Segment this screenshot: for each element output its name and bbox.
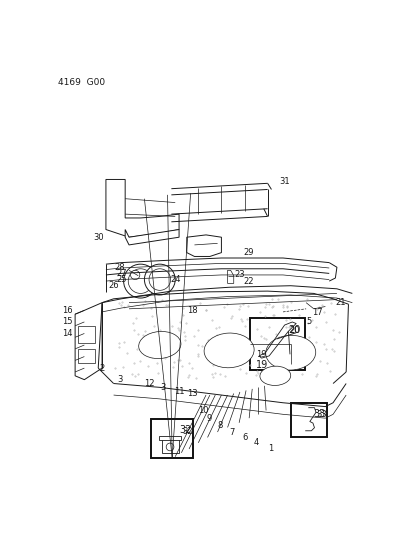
Circle shape — [144, 264, 175, 295]
Text: 3: 3 — [160, 383, 165, 392]
Text: 29: 29 — [243, 248, 253, 257]
Text: 33: 33 — [316, 410, 327, 419]
Text: 2: 2 — [100, 364, 105, 373]
Text: 17: 17 — [312, 308, 323, 317]
Text: 25: 25 — [116, 275, 127, 284]
Circle shape — [131, 270, 140, 280]
Bar — [78, 326, 95, 343]
Text: 28: 28 — [115, 263, 125, 272]
Text: 16: 16 — [62, 306, 73, 315]
Text: 4169  G00: 4169 G00 — [58, 78, 105, 87]
Circle shape — [124, 264, 157, 298]
Text: 14: 14 — [62, 329, 73, 338]
Polygon shape — [75, 303, 102, 379]
Bar — [159, 436, 181, 440]
Text: 5: 5 — [306, 318, 311, 326]
Text: 15: 15 — [62, 318, 73, 326]
Text: 26: 26 — [109, 281, 119, 290]
Text: 8: 8 — [217, 422, 223, 430]
Text: 10: 10 — [198, 406, 209, 415]
Bar — [250, 318, 305, 370]
Text: 23: 23 — [235, 270, 245, 279]
Text: 33: 33 — [313, 409, 325, 419]
Text: 19: 19 — [256, 360, 268, 370]
Text: 6: 6 — [242, 433, 248, 442]
Text: 9: 9 — [206, 414, 211, 423]
Circle shape — [149, 269, 171, 290]
Circle shape — [166, 443, 174, 451]
Polygon shape — [187, 235, 222, 256]
Text: 11: 11 — [174, 387, 184, 395]
Text: 4: 4 — [254, 438, 259, 447]
Ellipse shape — [139, 332, 181, 359]
Circle shape — [128, 269, 153, 294]
Text: 30: 30 — [93, 233, 104, 241]
Text: 22: 22 — [243, 277, 253, 286]
Text: 31: 31 — [279, 177, 290, 186]
Text: 19: 19 — [256, 350, 266, 359]
Text: 7: 7 — [229, 427, 235, 437]
Polygon shape — [228, 270, 234, 284]
Text: 32: 32 — [180, 425, 192, 435]
Ellipse shape — [266, 335, 316, 370]
Text: 24: 24 — [171, 275, 181, 284]
Bar — [162, 439, 179, 453]
Text: 27: 27 — [116, 269, 127, 278]
Polygon shape — [106, 180, 179, 237]
Ellipse shape — [260, 366, 291, 385]
Text: 12: 12 — [144, 379, 155, 388]
Text: 13: 13 — [187, 389, 197, 398]
Text: 32: 32 — [183, 426, 193, 435]
Text: 20: 20 — [288, 325, 300, 335]
Text: 18: 18 — [187, 306, 197, 315]
Text: 21: 21 — [335, 298, 346, 307]
Text: 3: 3 — [118, 375, 123, 384]
Bar — [291, 402, 327, 438]
Text: 1: 1 — [268, 445, 273, 454]
Polygon shape — [125, 230, 179, 245]
Ellipse shape — [204, 333, 254, 368]
Bar — [78, 349, 95, 363]
Text: 20: 20 — [290, 326, 300, 335]
Bar — [151, 419, 193, 458]
